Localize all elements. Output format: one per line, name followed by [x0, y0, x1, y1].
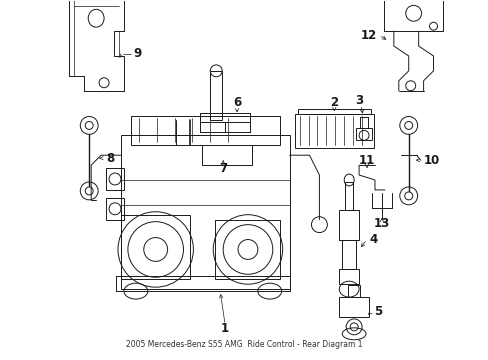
Bar [210, 71, 222, 121]
Bar [383, 0, 443, 31]
Text: 1: 1 [221, 322, 229, 336]
Text: 8: 8 [106, 152, 114, 165]
Text: 9: 9 [134, 48, 142, 60]
Bar [342, 239, 355, 269]
Bar [131, 116, 279, 145]
Bar [106, 198, 123, 220]
Bar [355, 129, 371, 140]
Text: 5: 5 [373, 306, 382, 319]
Bar [339, 269, 358, 284]
Text: 10: 10 [423, 154, 439, 167]
Text: 3: 3 [354, 94, 363, 107]
Text: 2: 2 [329, 96, 338, 109]
Bar [339, 297, 368, 317]
Text: 13: 13 [373, 217, 389, 230]
Bar [297, 109, 370, 113]
Text: 11: 11 [358, 154, 374, 167]
Text: 6: 6 [232, 96, 241, 109]
Text: 2005 Mercedes-Benz S55 AMG  Ride Control - Rear Diagram 1: 2005 Mercedes-Benz S55 AMG Ride Control … [125, 340, 362, 349]
Bar [339, 210, 358, 239]
Bar [345, 182, 352, 210]
Bar [121, 135, 289, 289]
Text: 4: 4 [368, 233, 377, 246]
Bar [121, 215, 190, 279]
Bar [116, 276, 289, 291]
Bar [106, 168, 123, 190]
Text: 7: 7 [219, 162, 227, 175]
Bar [215, 220, 279, 279]
Text: 12: 12 [360, 29, 376, 42]
Bar [347, 285, 359, 297]
Bar [294, 113, 373, 148]
